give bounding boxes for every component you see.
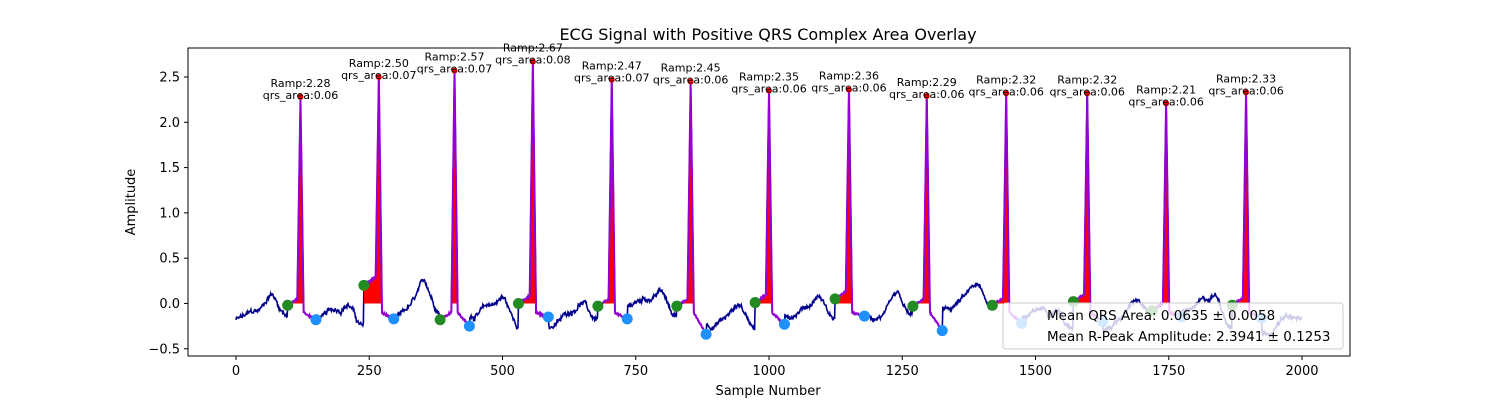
qrs-area-fill bbox=[440, 70, 470, 304]
r-amplitude-label: Ramp:2.32 bbox=[976, 73, 1036, 86]
y-tick-label: 2.5 bbox=[159, 70, 180, 85]
x-tick-label: 1250 bbox=[886, 364, 919, 379]
x-tick-label: 1500 bbox=[1019, 364, 1052, 379]
y-axis-label: Amplitude bbox=[124, 169, 139, 236]
q-point bbox=[986, 299, 998, 311]
qrs-area-label: qrs_area:0.06 bbox=[263, 89, 338, 102]
q-point bbox=[749, 297, 761, 309]
chart-title: ECG Signal with Positive QRS Complex Are… bbox=[559, 25, 976, 44]
s-point bbox=[700, 328, 712, 340]
r-peak-point bbox=[1084, 90, 1091, 97]
x-axis-label: Sample Number bbox=[715, 384, 821, 399]
y-tick-label: 0.0 bbox=[159, 297, 180, 312]
x-tick-label: 250 bbox=[357, 364, 382, 379]
x-tick-label: 1000 bbox=[752, 364, 785, 379]
qrs-area-label: qrs_area:0.06 bbox=[1128, 95, 1203, 108]
r-peak-point bbox=[1243, 89, 1250, 96]
s-point bbox=[388, 313, 400, 325]
r-amplitude-label: Ramp:2.29 bbox=[897, 76, 957, 89]
r-peak-point bbox=[608, 76, 615, 83]
legend-box bbox=[1002, 302, 1344, 350]
y-tick-label: −0.5 bbox=[148, 342, 180, 357]
y-tick-label: 1.5 bbox=[159, 161, 180, 176]
r-peak-point bbox=[687, 78, 694, 85]
qrs-area-fill bbox=[363, 77, 394, 304]
x-tick-label: 500 bbox=[490, 364, 515, 379]
x-axis-ticks: 0 250 500 750 1000 1250 1500 1750 2000 bbox=[232, 356, 1319, 379]
y-axis-ticks: −0.5 0.0 0.5 1.0 1.5 2.0 2.5 bbox=[148, 70, 188, 357]
qrs-area-label: qrs_area:0.08 bbox=[495, 54, 570, 67]
r-amplitude-label: Ramp:2.36 bbox=[819, 70, 879, 83]
r-amplitude-label: Ramp:2.28 bbox=[270, 77, 330, 90]
s-point bbox=[936, 325, 948, 337]
y-tick-label: 2.0 bbox=[159, 116, 180, 131]
qrs-segment-line bbox=[286, 97, 317, 322]
q-point bbox=[512, 297, 524, 309]
y-tick-label: 0.5 bbox=[159, 252, 180, 267]
legend: Mean QRS Area: 0.0635 ± 0.0058 Mean R-Pe… bbox=[1002, 302, 1344, 350]
qrs-area-label: qrs_area:0.07 bbox=[417, 63, 492, 76]
qrs-area-label: qrs_area:0.06 bbox=[968, 85, 1043, 98]
q-point bbox=[829, 293, 841, 305]
q-point bbox=[434, 314, 446, 326]
r-peak-point bbox=[845, 86, 852, 93]
r-peak-point bbox=[375, 73, 382, 80]
q-point bbox=[907, 300, 919, 312]
y-tick-label: 1.0 bbox=[159, 206, 180, 221]
r-peak-point bbox=[766, 87, 772, 94]
qrs-area-label: qrs_area:0.06 bbox=[731, 83, 806, 96]
r-amplitude-label: Ramp:2.57 bbox=[424, 51, 484, 64]
legend-entry-mean-r-peak-amplitude: Mean R-Peak Amplitude: 2.3941 ± 0.1253 bbox=[1047, 329, 1331, 345]
qrs-area-label: qrs_area:0.07 bbox=[574, 72, 649, 85]
s-point bbox=[778, 318, 790, 330]
s-point bbox=[858, 310, 870, 322]
r-peak-point bbox=[923, 93, 930, 100]
legend-entry-mean-qrs-area: Mean QRS Area: 0.0635 ± 0.0058 bbox=[1047, 308, 1275, 324]
r-peak-point bbox=[529, 58, 536, 65]
qrs-segment-line bbox=[439, 70, 470, 327]
r-peak-point bbox=[1163, 100, 1170, 107]
q-point bbox=[592, 300, 604, 312]
r-amplitude-label: Ramp:2.50 bbox=[349, 57, 409, 70]
r-amplitude-label: Ramp:2.21 bbox=[1136, 83, 1196, 96]
r-amplitude-label: Ramp:2.32 bbox=[1057, 73, 1117, 86]
x-tick-label: 0 bbox=[232, 364, 240, 379]
qrs-segment-line bbox=[912, 95, 943, 332]
x-tick-label: 750 bbox=[623, 364, 648, 379]
peak-annotations: Ramp:2.28qrs_area:0.06Ramp:2.50qrs_area:… bbox=[263, 42, 1284, 109]
qrs-segment-line bbox=[754, 90, 786, 327]
qrs-area-label: qrs_area:0.07 bbox=[341, 69, 416, 82]
s-point bbox=[621, 313, 633, 325]
qrs-area-label: qrs_area:0.06 bbox=[811, 82, 886, 95]
qrs-segment-line bbox=[676, 82, 708, 335]
r-peak-point bbox=[297, 93, 304, 100]
s-point bbox=[542, 311, 554, 323]
qrs-area-label: qrs_area:0.06 bbox=[1208, 84, 1283, 97]
plot-area bbox=[235, 58, 1303, 340]
qrs-area-label: qrs_area:0.06 bbox=[889, 88, 964, 101]
r-amplitude-label: Ramp:2.47 bbox=[582, 60, 642, 73]
qrs-area-label: qrs_area:0.06 bbox=[653, 74, 728, 87]
x-tick-label: 1750 bbox=[1152, 364, 1185, 379]
s-point bbox=[310, 314, 322, 326]
r-peak-point bbox=[1003, 90, 1010, 97]
q-point bbox=[671, 300, 683, 312]
r-amplitude-label: Ramp:2.45 bbox=[661, 62, 721, 75]
q-point bbox=[282, 299, 294, 311]
r-peak-point bbox=[451, 67, 458, 74]
x-tick-label: 2000 bbox=[1285, 364, 1318, 379]
r-amplitude-label: Ramp:2.35 bbox=[739, 71, 799, 84]
s-point bbox=[463, 320, 475, 332]
qrs-area-label: qrs_area:0.06 bbox=[1049, 85, 1124, 98]
r-amplitude-label: Ramp:2.33 bbox=[1216, 72, 1276, 85]
q-point bbox=[358, 279, 370, 291]
